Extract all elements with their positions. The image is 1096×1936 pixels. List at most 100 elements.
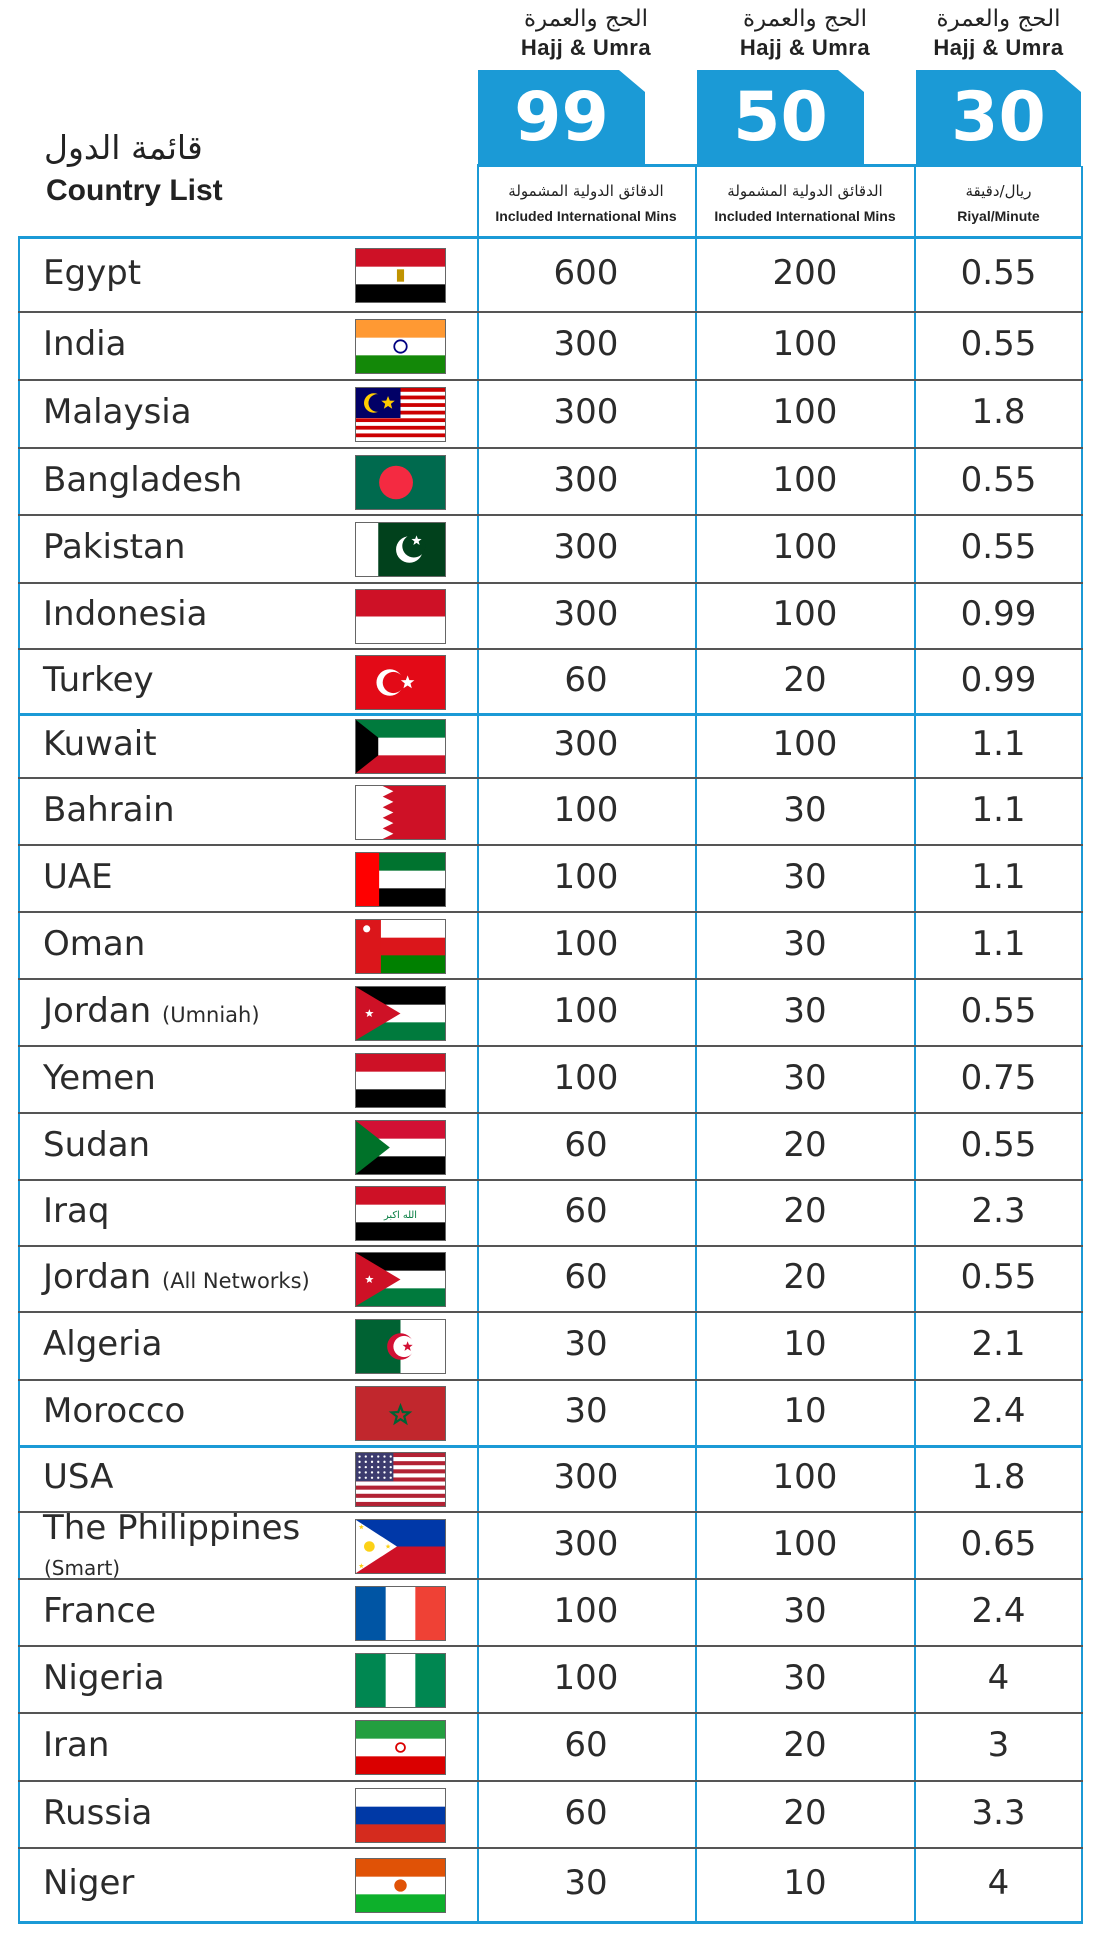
nigeria-flag [355,1652,446,1708]
included-minutes: 300 [553,1523,619,1564]
included-minutes: 100 [772,459,838,500]
included-minutes: 300 [553,1457,619,1497]
included-minutes: 200 [772,253,838,293]
included-minutes: 30 [783,789,827,830]
country-label: Iran [43,1725,110,1765]
column-subheader-3: ريال/دقيقة Riyal/Minute [916,178,1081,228]
included-minutes: 30 [564,1324,608,1364]
rate-per-minute: 2.3 [971,1191,1026,1231]
plan-name: Hajj & Umra [520,35,652,60]
table-row: France 100 30 2.4 [18,1579,1083,1646]
country-name: Sudan [43,1125,150,1165]
row-divider [18,844,1083,846]
rate-per-minute: 3 [987,1725,1010,1765]
russia-flag [355,1787,446,1843]
plan-name: Hajj & Umra [933,35,1064,60]
row-divider [18,1847,1083,1849]
country-name: Turkey [43,660,154,700]
country-name: Nigeria [43,1658,165,1698]
included-minutes: 30 [783,923,827,964]
plan-name-arabic: الحج والعمرة [523,6,649,32]
rate-per-minute: 4 [987,1657,1010,1698]
included-minutes: 300 [553,324,619,364]
network-note: (Smart) [44,1555,121,1580]
table-row: Indonesia 300 100 0.99 [18,583,1083,649]
row-divider [18,447,1083,449]
rate-per-minute: 1.1 [971,923,1026,964]
rate-per-minute: 2.4 [971,1391,1026,1431]
row-divider [18,1379,1083,1381]
row-divider [18,1578,1083,1580]
header-column-divider [695,166,697,236]
table-row: Jordan (All Networks) 60 20 0.55 [18,1246,1083,1312]
rate-per-minute: 0.65 [960,1523,1037,1564]
algeria-flag [355,1319,446,1374]
included-minutes: 10 [783,1391,827,1431]
row-divider [18,911,1083,913]
row-divider [18,978,1083,980]
column-subheader: Riyal/Minute [957,208,1040,224]
included-minutes: 30 [783,990,827,1031]
plan-name-arabic: الحج والعمرة [742,6,868,32]
column-subheader-arabic: الدقائق الدولية المشمولة [508,182,664,200]
table-row: Iraq الله اكبر 60 20 2.3 [18,1180,1083,1246]
row-divider [18,1245,1083,1247]
included-minutes: 100 [772,527,838,567]
table-row: USA 300 100 1.8 [18,1446,1083,1512]
plan-price-badge: 50 [697,70,864,166]
jordan-flag [355,1252,446,1307]
table-row: Algeria 30 10 2.1 [18,1312,1083,1380]
rate-per-minute: 1.1 [971,856,1026,897]
rate-per-minute: 1.1 [971,789,1026,830]
included-minutes: 20 [783,1257,827,1297]
table-row: The Philippines (Smart) 300 100 0.65 [18,1508,1083,1580]
country-name: Morocco [43,1391,185,1431]
table-row: Kuwait 300 100 1.1 [18,714,1083,778]
row-divider [18,1511,1083,1513]
rate-per-minute: 0.99 [960,659,1037,700]
included-minutes: 100 [553,1590,619,1631]
country-name: India [43,324,126,364]
table-row: Iran 60 20 3 [18,1713,1083,1781]
included-minutes: 60 [564,1792,608,1833]
included-minutes: 100 [772,392,838,432]
table-column-divider [477,236,479,1923]
row-divider [18,1645,1083,1647]
country-name: Indonesia [43,594,207,634]
country-label: Morocco [43,1391,186,1431]
page-title: Country List [46,174,223,207]
row-divider [18,1045,1083,1047]
country-label: Indonesia [43,594,208,634]
sudan-flag [355,1119,446,1175]
country-name: Jordan (Umniah) [43,991,260,1031]
included-minutes: 300 [553,594,619,634]
rate-per-minute: 0.75 [960,1057,1037,1098]
header-column-divider [1081,166,1083,236]
oman-flag [355,918,446,974]
table-column-divider [695,236,697,1923]
country-name: Algeria [43,1324,162,1364]
included-minutes: 60 [564,1725,608,1765]
included-minutes: 100 [772,1523,838,1564]
network-note: (All Networks) [162,1269,310,1293]
indonesia-flag [355,589,446,644]
country-name: Iraq [43,1191,109,1231]
header-column-divider [477,166,479,236]
group-divider [18,1445,1083,1448]
bahrain-flag [355,784,446,840]
included-minutes: 60 [564,659,608,700]
kuwait-flag [355,719,446,774]
included-minutes: 20 [783,1792,827,1833]
country-label: Oman [43,923,146,964]
france-flag [355,1585,446,1641]
column-subheader-arabic: ريال/دقيقة [965,182,1032,200]
included-minutes: 20 [783,1725,827,1765]
plan-name-arabic: الحج والعمرة [936,6,1061,32]
row-divider [18,648,1083,650]
row-divider [18,311,1083,313]
table-row: Morocco 30 10 2.4 [18,1380,1083,1446]
rate-per-minute: 4 [987,1862,1010,1903]
included-minutes: 30 [783,1590,827,1631]
country-label: USA [43,1457,114,1497]
